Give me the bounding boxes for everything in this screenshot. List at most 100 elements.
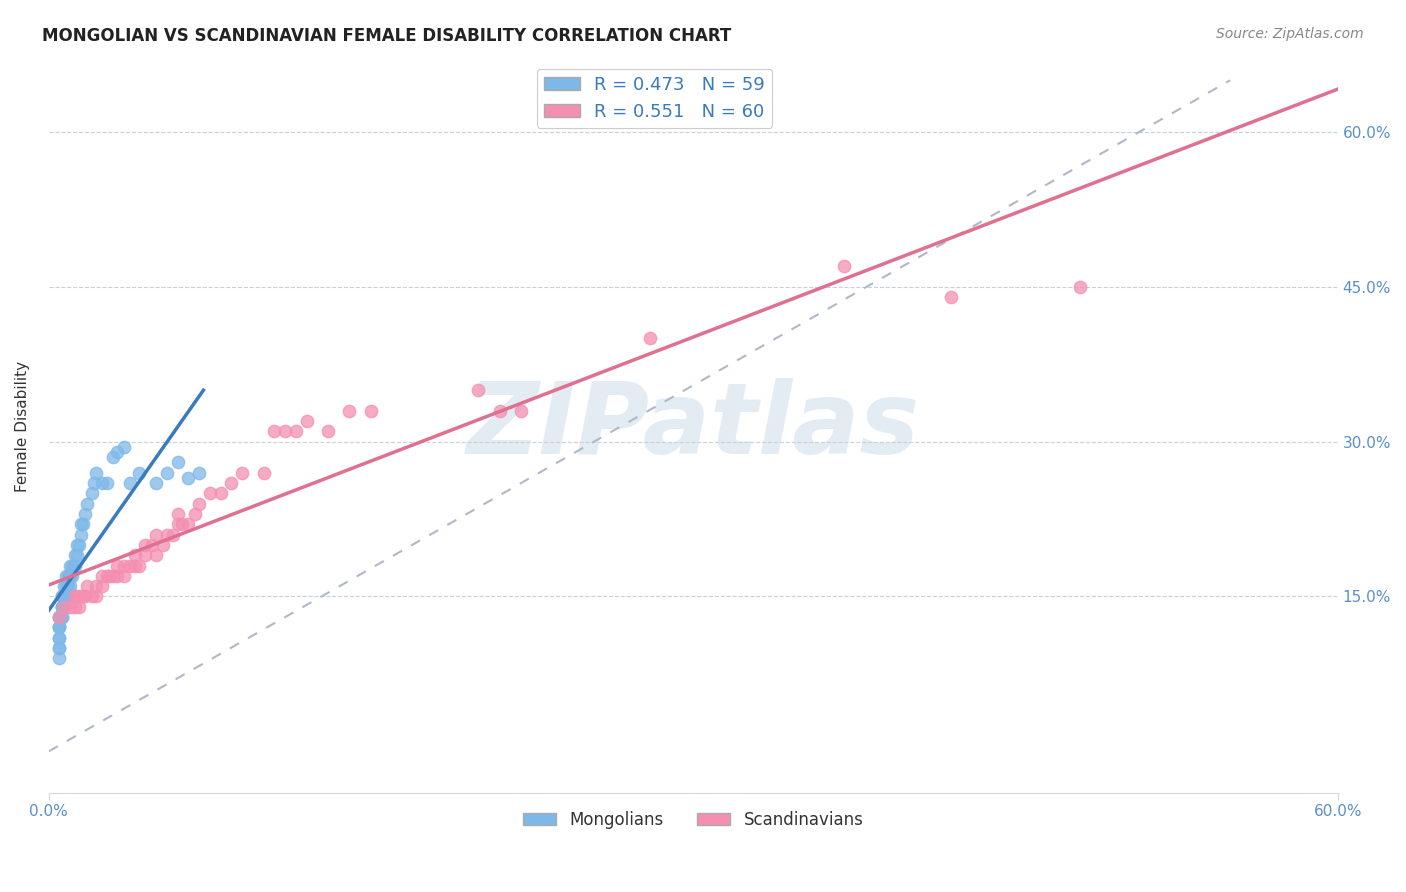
Point: [274, 425, 297, 439]
Point: [75, 507, 97, 521]
Point: [51, 590, 73, 604]
Text: MONGOLIAN VS SCANDINAVIAN FEMALE DISABILITY CORRELATION CHART: MONGOLIAN VS SCANDINAVIAN FEMALE DISABIL…: [42, 27, 731, 45]
Point: [59, 569, 82, 583]
Point: [1069, 279, 1091, 293]
Point: [66, 548, 89, 562]
Point: [107, 569, 129, 583]
Text: ZIPatlas: ZIPatlas: [467, 377, 920, 475]
Point: [145, 548, 167, 562]
Point: [72, 517, 94, 532]
Point: [145, 475, 167, 490]
Point: [52, 599, 75, 614]
Point: [48, 641, 70, 656]
Point: [188, 466, 211, 480]
Point: [52, 599, 75, 614]
Point: [134, 538, 156, 552]
Point: [76, 579, 98, 593]
Point: [48, 651, 70, 665]
Point: [141, 538, 163, 552]
Point: [252, 466, 274, 480]
Point: [638, 331, 661, 345]
Point: [48, 641, 70, 656]
Point: [152, 538, 174, 552]
Point: [56, 579, 79, 593]
Point: [316, 425, 339, 439]
Point: [112, 440, 135, 454]
Point: [48, 620, 70, 634]
Point: [56, 590, 79, 604]
Point: [63, 558, 86, 573]
Point: [339, 403, 361, 417]
Point: [51, 590, 73, 604]
Point: [72, 590, 94, 604]
Point: [52, 579, 75, 593]
Point: [184, 507, 207, 521]
Point: [59, 558, 82, 573]
Point: [51, 599, 73, 614]
Point: [59, 579, 82, 593]
Point: [120, 475, 142, 490]
Point: [70, 590, 93, 604]
Point: [156, 527, 179, 541]
Point: [103, 450, 125, 464]
Point: [51, 610, 73, 624]
Point: [51, 599, 73, 614]
Point: [84, 466, 107, 480]
Point: [76, 497, 98, 511]
Point: [124, 548, 146, 562]
Point: [91, 579, 114, 593]
Point: [107, 445, 129, 459]
Point: [939, 290, 962, 304]
Point: [510, 403, 533, 417]
Point: [103, 569, 125, 583]
Point: [166, 517, 188, 532]
Point: [83, 475, 105, 490]
Point: [209, 486, 232, 500]
Point: [467, 383, 489, 397]
Text: Source: ZipAtlas.com: Source: ZipAtlas.com: [1216, 27, 1364, 41]
Point: [55, 569, 77, 583]
Point: [263, 425, 285, 439]
Point: [51, 599, 73, 614]
Point: [63, 599, 86, 614]
Point: [489, 403, 512, 417]
Point: [48, 631, 70, 645]
Point: [60, 558, 83, 573]
Point: [48, 610, 70, 624]
Point: [84, 579, 107, 593]
Point: [63, 548, 86, 562]
Point: [91, 569, 114, 583]
Point: [52, 599, 75, 614]
Point: [231, 466, 253, 480]
Point: [134, 548, 156, 562]
Point: [91, 475, 114, 490]
Point: [66, 590, 89, 604]
Legend: Mongolians, Scandinavians: Mongolians, Scandinavians: [516, 805, 870, 836]
Point: [177, 517, 200, 532]
Point: [55, 590, 77, 604]
Point: [48, 620, 70, 634]
Point: [56, 569, 79, 583]
Point: [67, 538, 90, 552]
Point: [80, 486, 103, 500]
Point: [295, 414, 318, 428]
Point: [52, 590, 75, 604]
Point: [128, 466, 150, 480]
Point: [112, 558, 135, 573]
Point: [67, 599, 90, 614]
Point: [70, 527, 93, 541]
Point: [170, 517, 193, 532]
Point: [84, 590, 107, 604]
Point: [166, 507, 188, 521]
Point: [51, 610, 73, 624]
Point: [177, 471, 200, 485]
Point: [145, 527, 167, 541]
Point: [66, 538, 89, 552]
Point: [120, 558, 142, 573]
Point: [284, 425, 307, 439]
Point: [96, 475, 118, 490]
Point: [112, 569, 135, 583]
Point: [52, 590, 75, 604]
Point: [48, 610, 70, 624]
Point: [48, 610, 70, 624]
